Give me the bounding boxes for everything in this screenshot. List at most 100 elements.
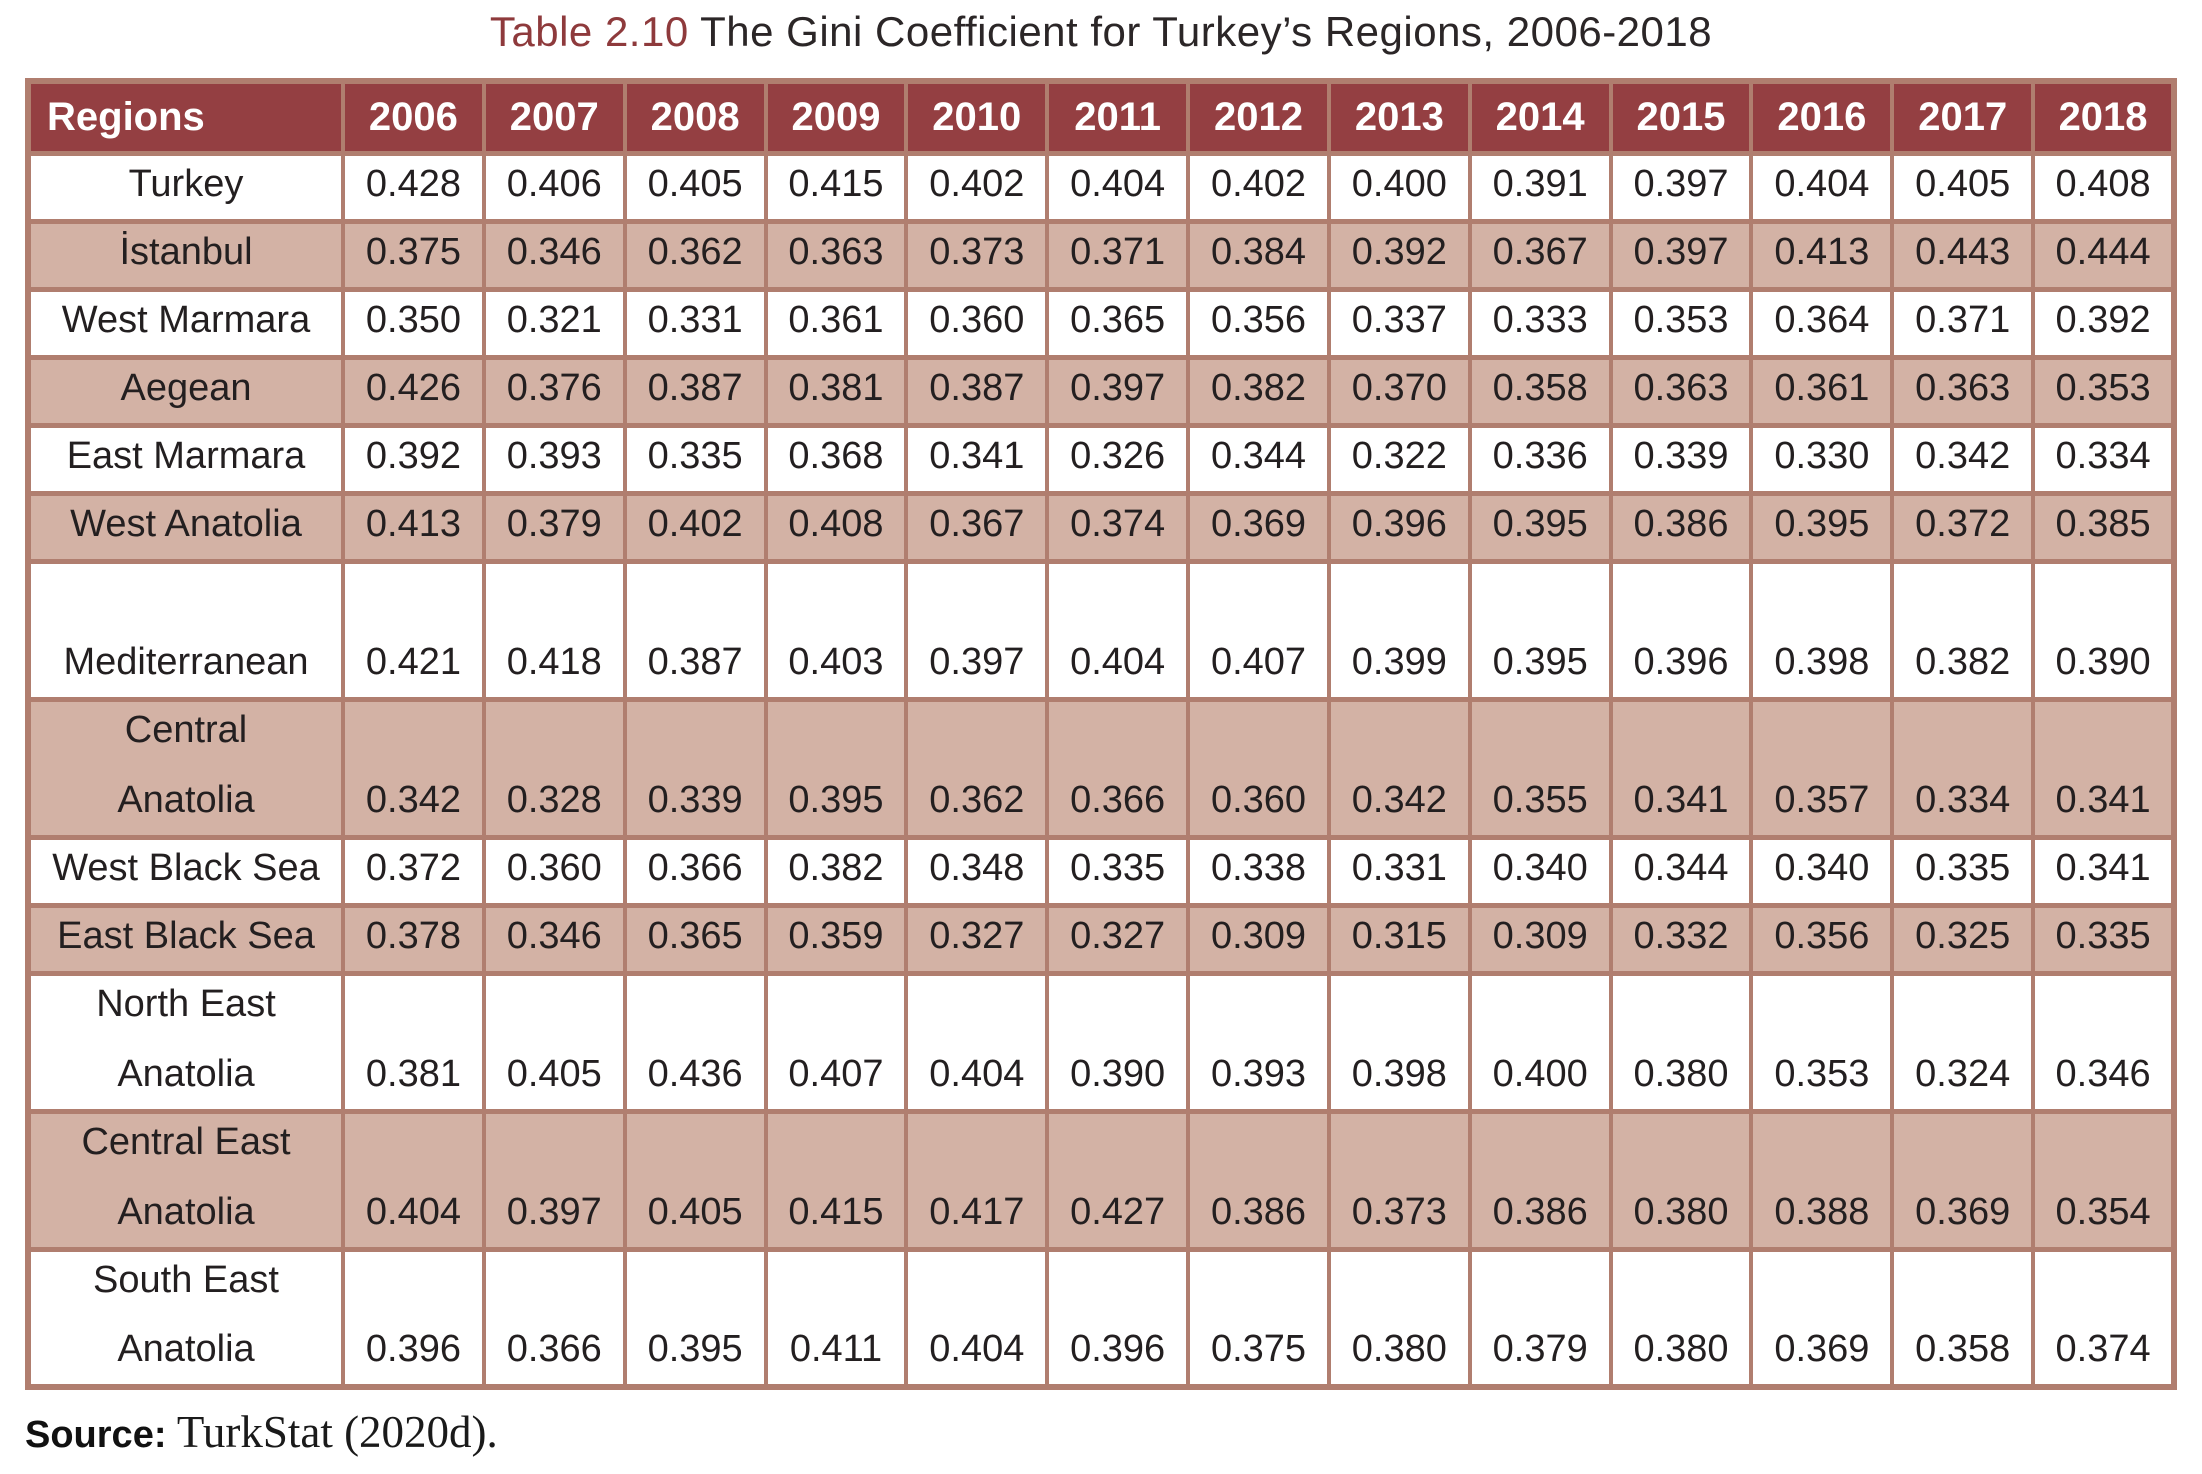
regions-column-header: Regions: [26, 78, 345, 156]
gini-value-cell: 0.369: [1749, 1246, 1895, 1390]
gini-value-cell: 0.327: [1045, 902, 1191, 976]
gini-value-cell: 0.372: [341, 834, 486, 908]
gini-value-cell: 0.398: [1326, 970, 1472, 1114]
gini-value-cell: 0.357: [1749, 696, 1895, 840]
gini-value-cell: 0.360: [481, 834, 627, 908]
gini-value-cell: 0.444: [2031, 218, 2176, 292]
gini-value-cell: 0.380: [1608, 1246, 1754, 1390]
gini-value-cell: 0.392: [1326, 218, 1472, 292]
gini-value-cell: 0.395: [622, 1246, 768, 1390]
gini-value-cell: 0.371: [1890, 286, 2036, 360]
region-name-line: İstanbul: [119, 230, 253, 273]
gini-value-cell: 0.356: [1186, 286, 1331, 360]
gini-value-cell: 0.344: [1608, 834, 1754, 908]
gini-value-cell: 0.387: [622, 558, 768, 702]
table-title-text: The Gini Coefficient for Turkey’s Region…: [700, 8, 1713, 55]
gini-value-cell: 0.384: [1186, 218, 1331, 292]
gini-value-cell: 0.406: [481, 150, 627, 224]
gini-value-cell: 0.325: [1890, 902, 2036, 976]
region-name-line: Mediterranean: [63, 640, 309, 683]
region-cell: West Marmara: [26, 286, 345, 360]
gini-value-cell: 0.353: [2031, 354, 2176, 428]
gini-value-cell: 0.395: [1467, 490, 1613, 564]
gini-value-cell: 0.366: [481, 1246, 627, 1390]
gini-value-cell: 0.405: [622, 1108, 768, 1252]
gini-value-cell: 0.386: [1186, 1108, 1331, 1252]
region-cell: Central Anatolia: [26, 696, 345, 840]
source-text: TurkStat (2020d).: [166, 1407, 498, 1457]
source-line: Source: TurkStat (2020d).: [25, 1406, 2202, 1458]
gini-value-cell: 0.332: [1608, 902, 1754, 976]
gini-value-cell: 0.404: [341, 1108, 486, 1252]
gini-value-cell: 0.335: [622, 422, 768, 496]
gini-value-cell: 0.373: [1326, 1108, 1472, 1252]
gini-value-cell: 0.342: [1890, 422, 2036, 496]
gini-value-cell: 0.391: [1467, 150, 1613, 224]
gini-value-cell: 0.397: [481, 1108, 627, 1252]
table-row: İstanbul 0.375 0.346 0.362 0.363 0.373 0.371 0.…: [26, 218, 2176, 292]
gini-value-cell: 0.340: [1467, 834, 1613, 908]
gini-value-cell: 0.324: [1890, 970, 2036, 1114]
gini-value-cell: 0.405: [622, 150, 768, 224]
region-cell: East Black Sea: [26, 902, 345, 976]
gini-value-cell: 0.386: [1608, 490, 1754, 564]
gini-value-cell: 0.335: [1045, 834, 1191, 908]
gini-value-cell: 0.413: [341, 490, 486, 564]
table-row: East Black Sea 0.378 0.346 0.365 0.359 0.327 0…: [26, 902, 2176, 976]
gini-value-cell: 0.358: [1467, 354, 1613, 428]
gini-value-cell: 0.382: [1186, 354, 1331, 428]
gini-value-cell: 0.368: [763, 422, 909, 496]
year-column-header: 2017: [1890, 78, 2036, 156]
gini-value-cell: 0.309: [1467, 902, 1613, 976]
gini-value-cell: 0.415: [763, 1108, 909, 1252]
table-row: West Black Sea 0.372 0.360 0.366 0.382 0.348 0…: [26, 834, 2176, 908]
gini-value-cell: 0.421: [341, 558, 486, 702]
gini-value-cell: 0.346: [481, 218, 627, 292]
gini-value-cell: 0.403: [763, 558, 909, 702]
gini-value-cell: 0.380: [1608, 1108, 1754, 1252]
gini-value-cell: 0.331: [622, 286, 768, 360]
gini-value-cell: 0.341: [1608, 696, 1754, 840]
gini-value-cell: 0.402: [904, 150, 1050, 224]
gini-value-cell: 0.407: [763, 970, 909, 1114]
gini-value-cell: 0.334: [2031, 422, 2176, 496]
gini-value-cell: 0.321: [481, 286, 627, 360]
table-row: Central East Anatolia 0.404 0.397 0.405 0.415…: [26, 1108, 2176, 1252]
gini-value-cell: 0.375: [341, 218, 486, 292]
year-column-header: 2007: [481, 78, 627, 156]
gini-value-cell: 0.379: [1467, 1246, 1613, 1390]
gini-value-cell: 0.405: [1890, 150, 2036, 224]
gini-value-cell: 0.390: [2031, 558, 2176, 702]
gini-value-cell: 0.346: [2031, 970, 2176, 1114]
table-row: Central Anatolia 0.342 0.328 0.339 0.395 0.362…: [26, 696, 2176, 840]
gini-value-cell: 0.404: [1749, 150, 1895, 224]
gini-value-cell: 0.396: [1326, 490, 1472, 564]
gini-value-cell: 0.405: [481, 970, 627, 1114]
gini-value-cell: 0.397: [1608, 150, 1754, 224]
gini-value-cell: 0.350: [341, 286, 486, 360]
gini-value-cell: 0.390: [1045, 970, 1191, 1114]
gini-value-cell: 0.363: [763, 218, 909, 292]
gini-value-cell: 0.334: [1890, 696, 2036, 840]
gini-value-cell: 0.340: [1749, 834, 1895, 908]
gini-value-cell: 0.341: [2031, 696, 2176, 840]
region-cell: İstanbul: [26, 218, 345, 292]
gini-value-cell: 0.358: [1890, 1246, 2036, 1390]
gini-value-cell: 0.348: [904, 834, 1050, 908]
gini-value-cell: 0.426: [341, 354, 486, 428]
gini-value-cell: 0.396: [1608, 558, 1754, 702]
gini-value-cell: 0.369: [1890, 1108, 2036, 1252]
gini-value-cell: 0.362: [622, 218, 768, 292]
gini-value-cell: 0.400: [1467, 970, 1613, 1114]
region-name-line: East Marmara: [66, 434, 306, 477]
gini-value-cell: 0.443: [1890, 218, 2036, 292]
gini-value-cell: 0.354: [2031, 1108, 2176, 1252]
gini-value-cell: 0.363: [1890, 354, 2036, 428]
region-name-line: South East: [93, 1258, 279, 1301]
gini-value-cell: 0.411: [763, 1246, 909, 1390]
region-name-line: Anatolia: [117, 778, 255, 821]
gini-value-cell: 0.338: [1186, 834, 1331, 908]
gini-value-cell: 0.399: [1326, 558, 1472, 702]
table-row: West Anatolia 0.413 0.379 0.402 0.408 0.367 0.…: [26, 490, 2176, 564]
gini-value-cell: 0.381: [341, 970, 486, 1114]
